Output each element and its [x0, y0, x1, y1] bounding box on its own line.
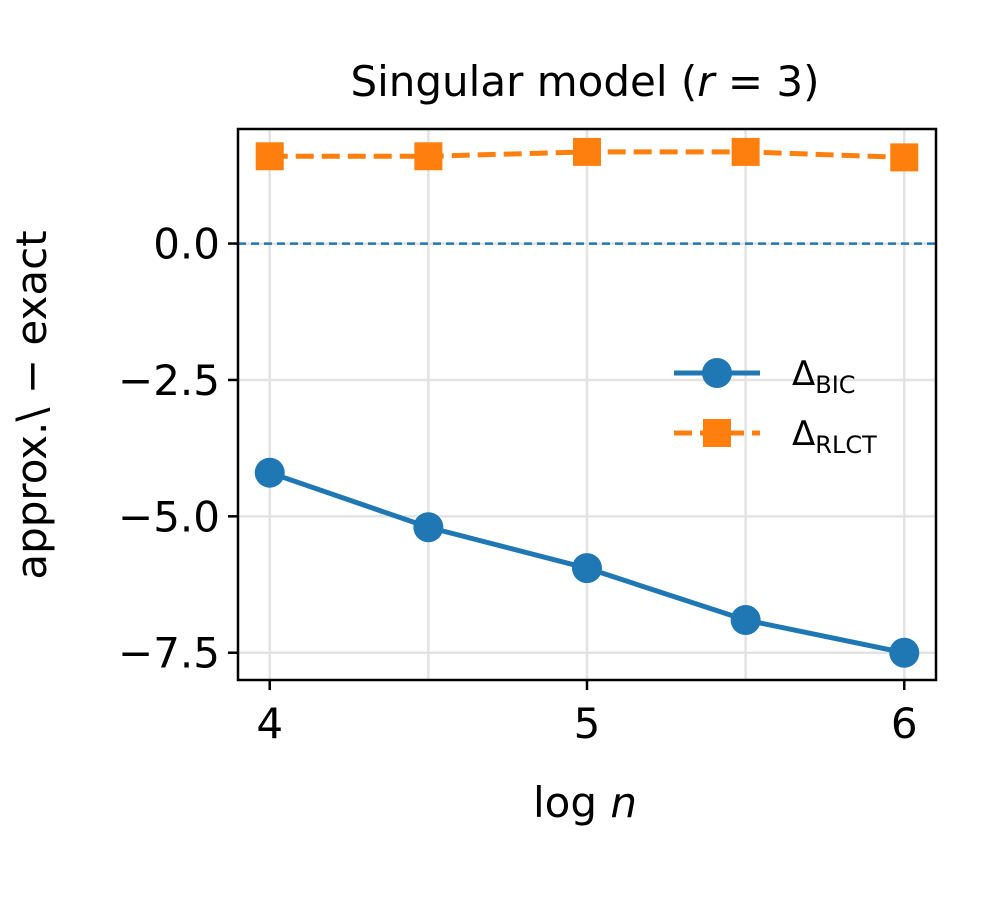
data-point-rlct	[731, 137, 760, 166]
axis-ticks: 4 5 6 0.0 −2.5 −5.0 −7.5	[118, 220, 918, 748]
data-point-bic	[413, 512, 444, 543]
x-tick-label: 6	[891, 699, 918, 748]
legend: ΔBIC ΔRLCT	[674, 354, 877, 459]
data-point-bic	[572, 553, 602, 584]
legend-entry-bic: ΔBIC	[674, 354, 856, 399]
legend-marker-bic	[702, 358, 732, 388]
legend-label-rlct: ΔRLCT	[792, 414, 877, 459]
x-tick-label: 4	[256, 699, 283, 748]
data-point-rlct	[414, 142, 443, 171]
legend-label-bic: ΔBIC	[792, 354, 856, 399]
data-point-bic	[889, 637, 920, 668]
data-point-rlct	[573, 137, 601, 166]
legend-marker-rlct	[703, 419, 731, 447]
y-axis-label: approx.\ − exact	[7, 230, 56, 579]
data-point-rlct	[890, 143, 919, 172]
data-point-rlct	[255, 142, 284, 171]
legend-entry-rlct: ΔRLCT	[674, 414, 877, 459]
data-point-bic	[730, 604, 761, 635]
series-bic	[254, 457, 920, 668]
y-tick-label: −2.5	[118, 356, 220, 405]
chart-title: Singular model (r = 3)	[350, 57, 819, 106]
data-point-bic	[254, 457, 285, 488]
x-axis-label: log n	[533, 778, 637, 827]
y-tick-label: −5.0	[118, 492, 220, 541]
series-layer	[254, 137, 920, 668]
y-tick-label: 0.0	[153, 220, 220, 269]
grid-lines	[238, 129, 936, 680]
series-rlct	[255, 137, 919, 172]
x-tick-label: 5	[574, 699, 601, 748]
y-tick-label: −7.5	[118, 629, 220, 678]
